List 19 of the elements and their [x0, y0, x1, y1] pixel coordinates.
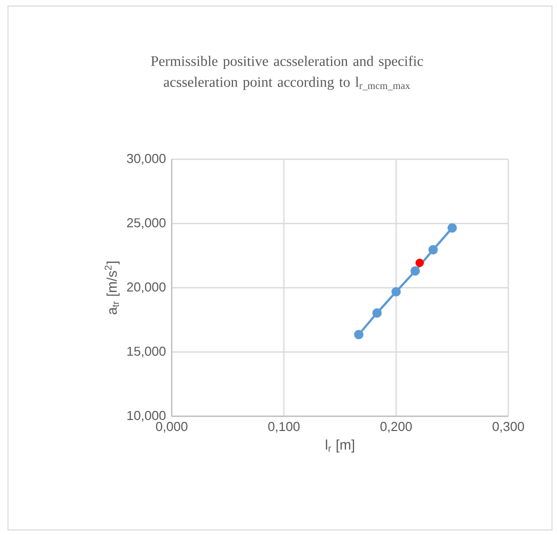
point	[428, 245, 438, 254]
x-axis-title: l$_{r}$ [m]	[326, 439, 354, 452]
x-tick-label: 0,200	[380, 422, 412, 433]
y-tick-label: 10,000	[127, 410, 166, 422]
y-axis-title: a$_{tr}$ [m/s$^{2}$]	[104, 262, 120, 314]
x-tick-label: 0,000	[156, 422, 188, 433]
y-tick-label: 15,000	[127, 346, 166, 358]
x-tick-label: 0,100	[268, 422, 300, 433]
y-tick-label: 30,000	[126, 154, 166, 165]
y-tick-label: 20,000	[127, 282, 166, 294]
x-tick-label: 0,300	[492, 422, 524, 433]
y-tick-label: 25,000	[127, 218, 166, 229]
point	[415, 258, 424, 268]
point	[391, 287, 401, 296]
point	[448, 223, 457, 233]
point	[410, 266, 420, 276]
chart-title: Permissible positive acsseleration and specific acsseleration point according to l$_{r_mcm_max}$	[151, 56, 423, 90]
point	[372, 308, 382, 318]
point	[354, 330, 364, 340]
